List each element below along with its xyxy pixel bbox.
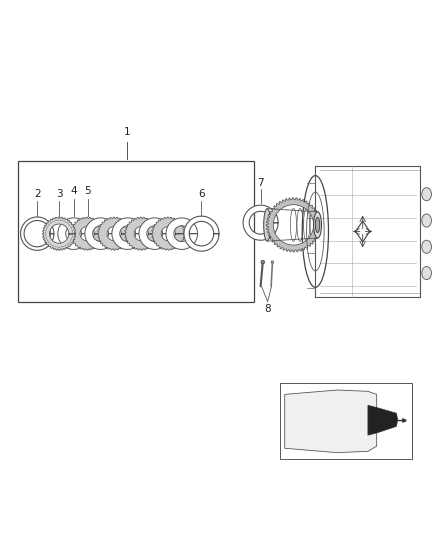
Polygon shape bbox=[184, 216, 219, 251]
Text: 6: 6 bbox=[198, 189, 205, 199]
Polygon shape bbox=[125, 217, 158, 250]
Polygon shape bbox=[266, 198, 321, 252]
Polygon shape bbox=[85, 218, 117, 249]
Polygon shape bbox=[152, 217, 185, 250]
Ellipse shape bbox=[264, 209, 271, 241]
Ellipse shape bbox=[422, 240, 431, 253]
Text: 8: 8 bbox=[264, 304, 271, 314]
Ellipse shape bbox=[314, 212, 321, 238]
Text: 2: 2 bbox=[34, 189, 41, 199]
Polygon shape bbox=[58, 218, 89, 249]
Bar bbox=[18, 161, 254, 302]
Ellipse shape bbox=[422, 214, 431, 227]
Ellipse shape bbox=[315, 217, 320, 232]
Polygon shape bbox=[112, 218, 143, 249]
Ellipse shape bbox=[422, 266, 431, 280]
Text: 4: 4 bbox=[70, 187, 77, 197]
Polygon shape bbox=[21, 217, 54, 251]
Ellipse shape bbox=[422, 188, 431, 201]
Polygon shape bbox=[285, 390, 377, 453]
Text: 5: 5 bbox=[84, 187, 91, 197]
Text: 7: 7 bbox=[257, 177, 264, 188]
Polygon shape bbox=[166, 218, 198, 249]
Text: 3: 3 bbox=[56, 189, 63, 199]
Bar bbox=[280, 383, 412, 459]
Polygon shape bbox=[139, 218, 170, 249]
Ellipse shape bbox=[261, 260, 265, 264]
Polygon shape bbox=[42, 217, 76, 251]
Polygon shape bbox=[368, 405, 398, 435]
Polygon shape bbox=[243, 205, 278, 240]
Ellipse shape bbox=[271, 261, 274, 263]
Polygon shape bbox=[71, 217, 104, 250]
Polygon shape bbox=[98, 217, 131, 250]
Text: 1: 1 bbox=[124, 127, 131, 138]
